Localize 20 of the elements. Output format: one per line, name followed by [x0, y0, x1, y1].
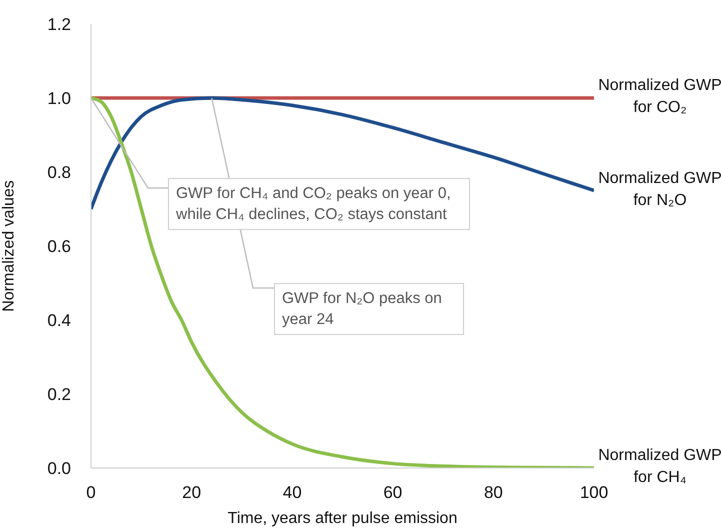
- series-label: Normalized GWP for CO₂: [598, 76, 721, 118]
- y-tick-label: 0.8: [47, 163, 71, 182]
- x-tick-label: 60: [383, 483, 402, 502]
- x-tick-label: 20: [182, 483, 202, 502]
- annotation: GWP for CH₄ and CO₂ peaks on year 0, while CH₄ declines, CO₂ stays constant: [168, 178, 470, 230]
- y-tick-label: 0.2: [47, 385, 71, 404]
- x-tick-label: 40: [282, 483, 302, 502]
- y-tick-label: 0.4: [47, 311, 71, 330]
- series-label: Normalized GWP for CH₄: [598, 447, 721, 486]
- x-tick-label: 0: [86, 483, 96, 502]
- y-tick-label: 0.6: [47, 237, 71, 256]
- y-tick-label: 1.2: [47, 15, 71, 34]
- y-tick-label: 0.0: [47, 459, 71, 478]
- x-tick-label: 80: [484, 483, 503, 502]
- y-tick-label: 1.0: [47, 89, 71, 108]
- x-axis-title: Time, years after pulse emission: [228, 510, 458, 527]
- x-tick-label: 100: [580, 483, 608, 502]
- y-axis-title: Normalized values: [0, 180, 18, 312]
- series-label: Normalized GWP for N₂O: [598, 168, 721, 210]
- annotation: GWP for N₂O peaks on year 24: [274, 283, 464, 335]
